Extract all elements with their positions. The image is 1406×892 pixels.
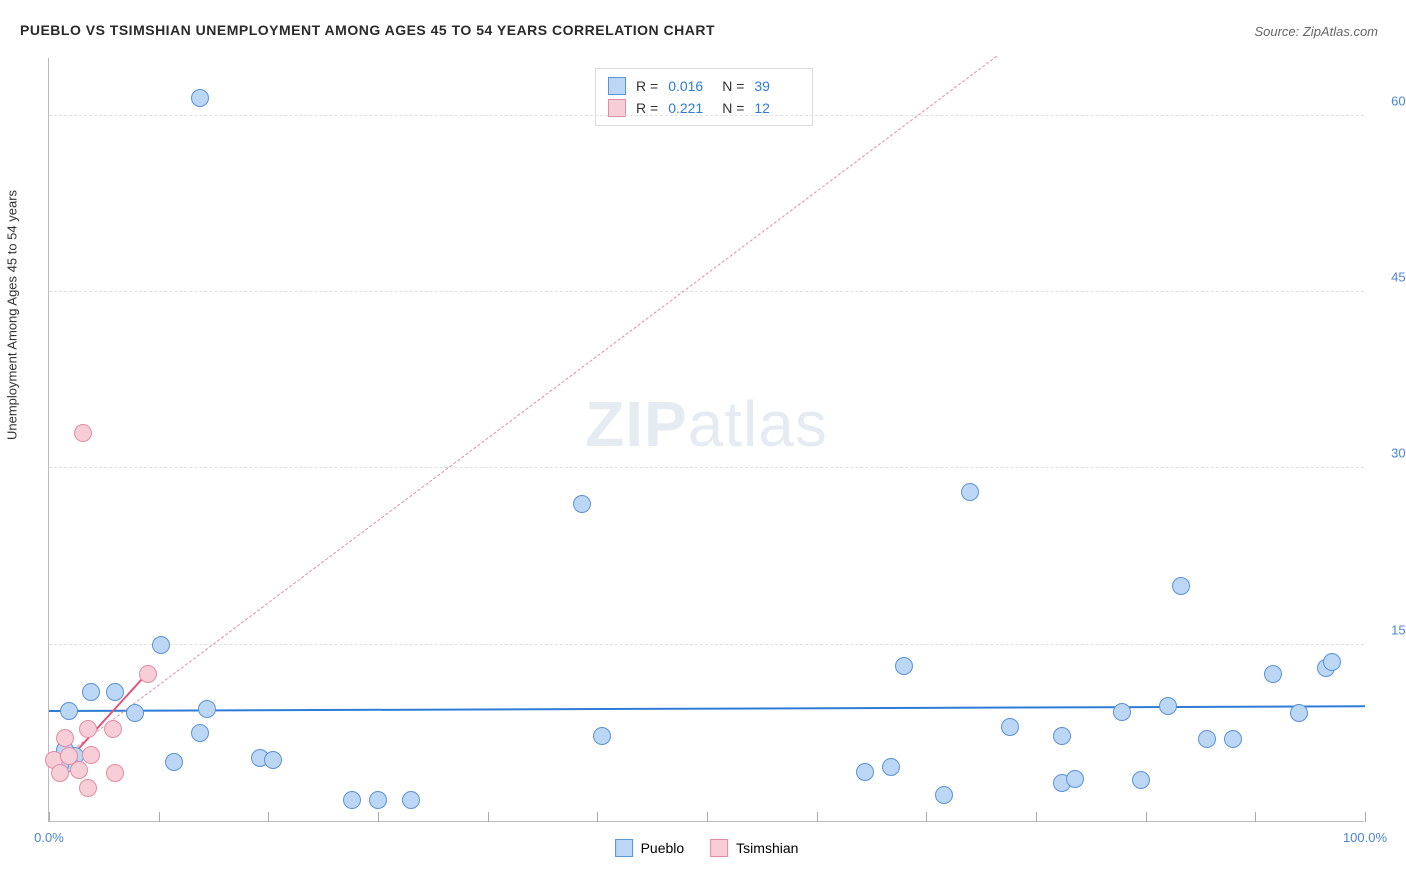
data-point (60, 702, 78, 720)
gridline (49, 291, 1364, 292)
data-point (79, 779, 97, 797)
data-point (1323, 653, 1341, 671)
data-point (191, 724, 209, 742)
legend-label: Pueblo (641, 840, 685, 856)
x-tick (159, 812, 160, 822)
gridline (49, 115, 1364, 116)
data-point (139, 665, 157, 683)
data-point (1066, 770, 1084, 788)
gridline (49, 644, 1364, 645)
data-point (56, 729, 74, 747)
data-point (1132, 771, 1150, 789)
x-tick (268, 812, 269, 822)
x-tick (1036, 812, 1037, 822)
data-point (961, 483, 979, 501)
r-label: R = (636, 75, 658, 97)
data-point (895, 657, 913, 675)
data-point (82, 746, 100, 764)
data-point (343, 791, 361, 809)
x-tick-label: 0.0% (34, 830, 64, 845)
legend: Pueblo Tsimshian (615, 839, 799, 857)
data-point (593, 727, 611, 745)
trend-line (49, 56, 997, 768)
data-point (51, 764, 69, 782)
watermark-rest: atlas (688, 388, 828, 460)
data-point (264, 751, 282, 769)
data-point (82, 683, 100, 701)
data-point (856, 763, 874, 781)
data-point (152, 636, 170, 654)
x-tick-label: 100.0% (1343, 830, 1387, 845)
data-point (882, 758, 900, 776)
y-tick-label: 30.0% (1391, 446, 1406, 461)
series-swatch (710, 839, 728, 857)
data-point (1224, 730, 1242, 748)
data-point (126, 704, 144, 722)
legend-label: Tsimshian (736, 840, 798, 856)
y-tick-label: 45.0% (1391, 270, 1406, 285)
correlation-stats-box: R = 0.016 N = 39 R = 0.221 N = 12 (595, 68, 813, 126)
data-point (106, 683, 124, 701)
x-tick (1255, 812, 1256, 822)
watermark-bold: ZIP (585, 388, 688, 460)
x-tick (49, 812, 50, 822)
data-point (1198, 730, 1216, 748)
data-point (402, 791, 420, 809)
legend-item: Tsimshian (710, 839, 798, 857)
data-point (165, 753, 183, 771)
data-point (369, 791, 387, 809)
data-point (198, 700, 216, 718)
data-point (104, 720, 122, 738)
data-point (70, 761, 88, 779)
data-point (74, 424, 92, 442)
data-point (1053, 727, 1071, 745)
y-tick-label: 15.0% (1391, 622, 1406, 637)
data-point (935, 786, 953, 804)
y-tick-label: 60.0% (1391, 93, 1406, 108)
x-tick (1146, 812, 1147, 822)
data-point (573, 495, 591, 513)
x-tick (597, 812, 598, 822)
x-tick (817, 812, 818, 822)
data-point (1172, 577, 1190, 595)
data-point (106, 764, 124, 782)
series-swatch (608, 77, 626, 95)
stats-row: R = 0.016 N = 39 (608, 75, 798, 97)
x-tick (488, 812, 489, 822)
watermark: ZIPatlas (585, 387, 828, 461)
legend-item: Pueblo (615, 839, 685, 857)
data-point (1290, 704, 1308, 722)
chart-title: PUEBLO VS TSIMSHIAN UNEMPLOYMENT AMONG A… (20, 22, 715, 38)
r-value: 0.016 (668, 75, 712, 97)
y-axis-label: Unemployment Among Ages 45 to 54 years (5, 190, 20, 440)
data-point (1001, 718, 1019, 736)
data-point (1264, 665, 1282, 683)
plot-area: ZIPatlas R = 0.016 N = 39 R = 0.221 N = … (48, 58, 1364, 822)
gridline (49, 467, 1364, 468)
x-tick (1365, 812, 1366, 822)
correlation-chart: PUEBLO VS TSIMSHIAN UNEMPLOYMENT AMONG A… (0, 0, 1406, 892)
source-attribution: Source: ZipAtlas.com (1254, 24, 1378, 39)
n-label: N = (722, 75, 744, 97)
n-value: 39 (754, 75, 798, 97)
series-swatch (615, 839, 633, 857)
data-point (79, 720, 97, 738)
data-point (1113, 703, 1131, 721)
data-point (191, 89, 209, 107)
x-tick (926, 812, 927, 822)
data-point (1159, 697, 1177, 715)
x-tick (707, 812, 708, 822)
x-tick (378, 812, 379, 822)
